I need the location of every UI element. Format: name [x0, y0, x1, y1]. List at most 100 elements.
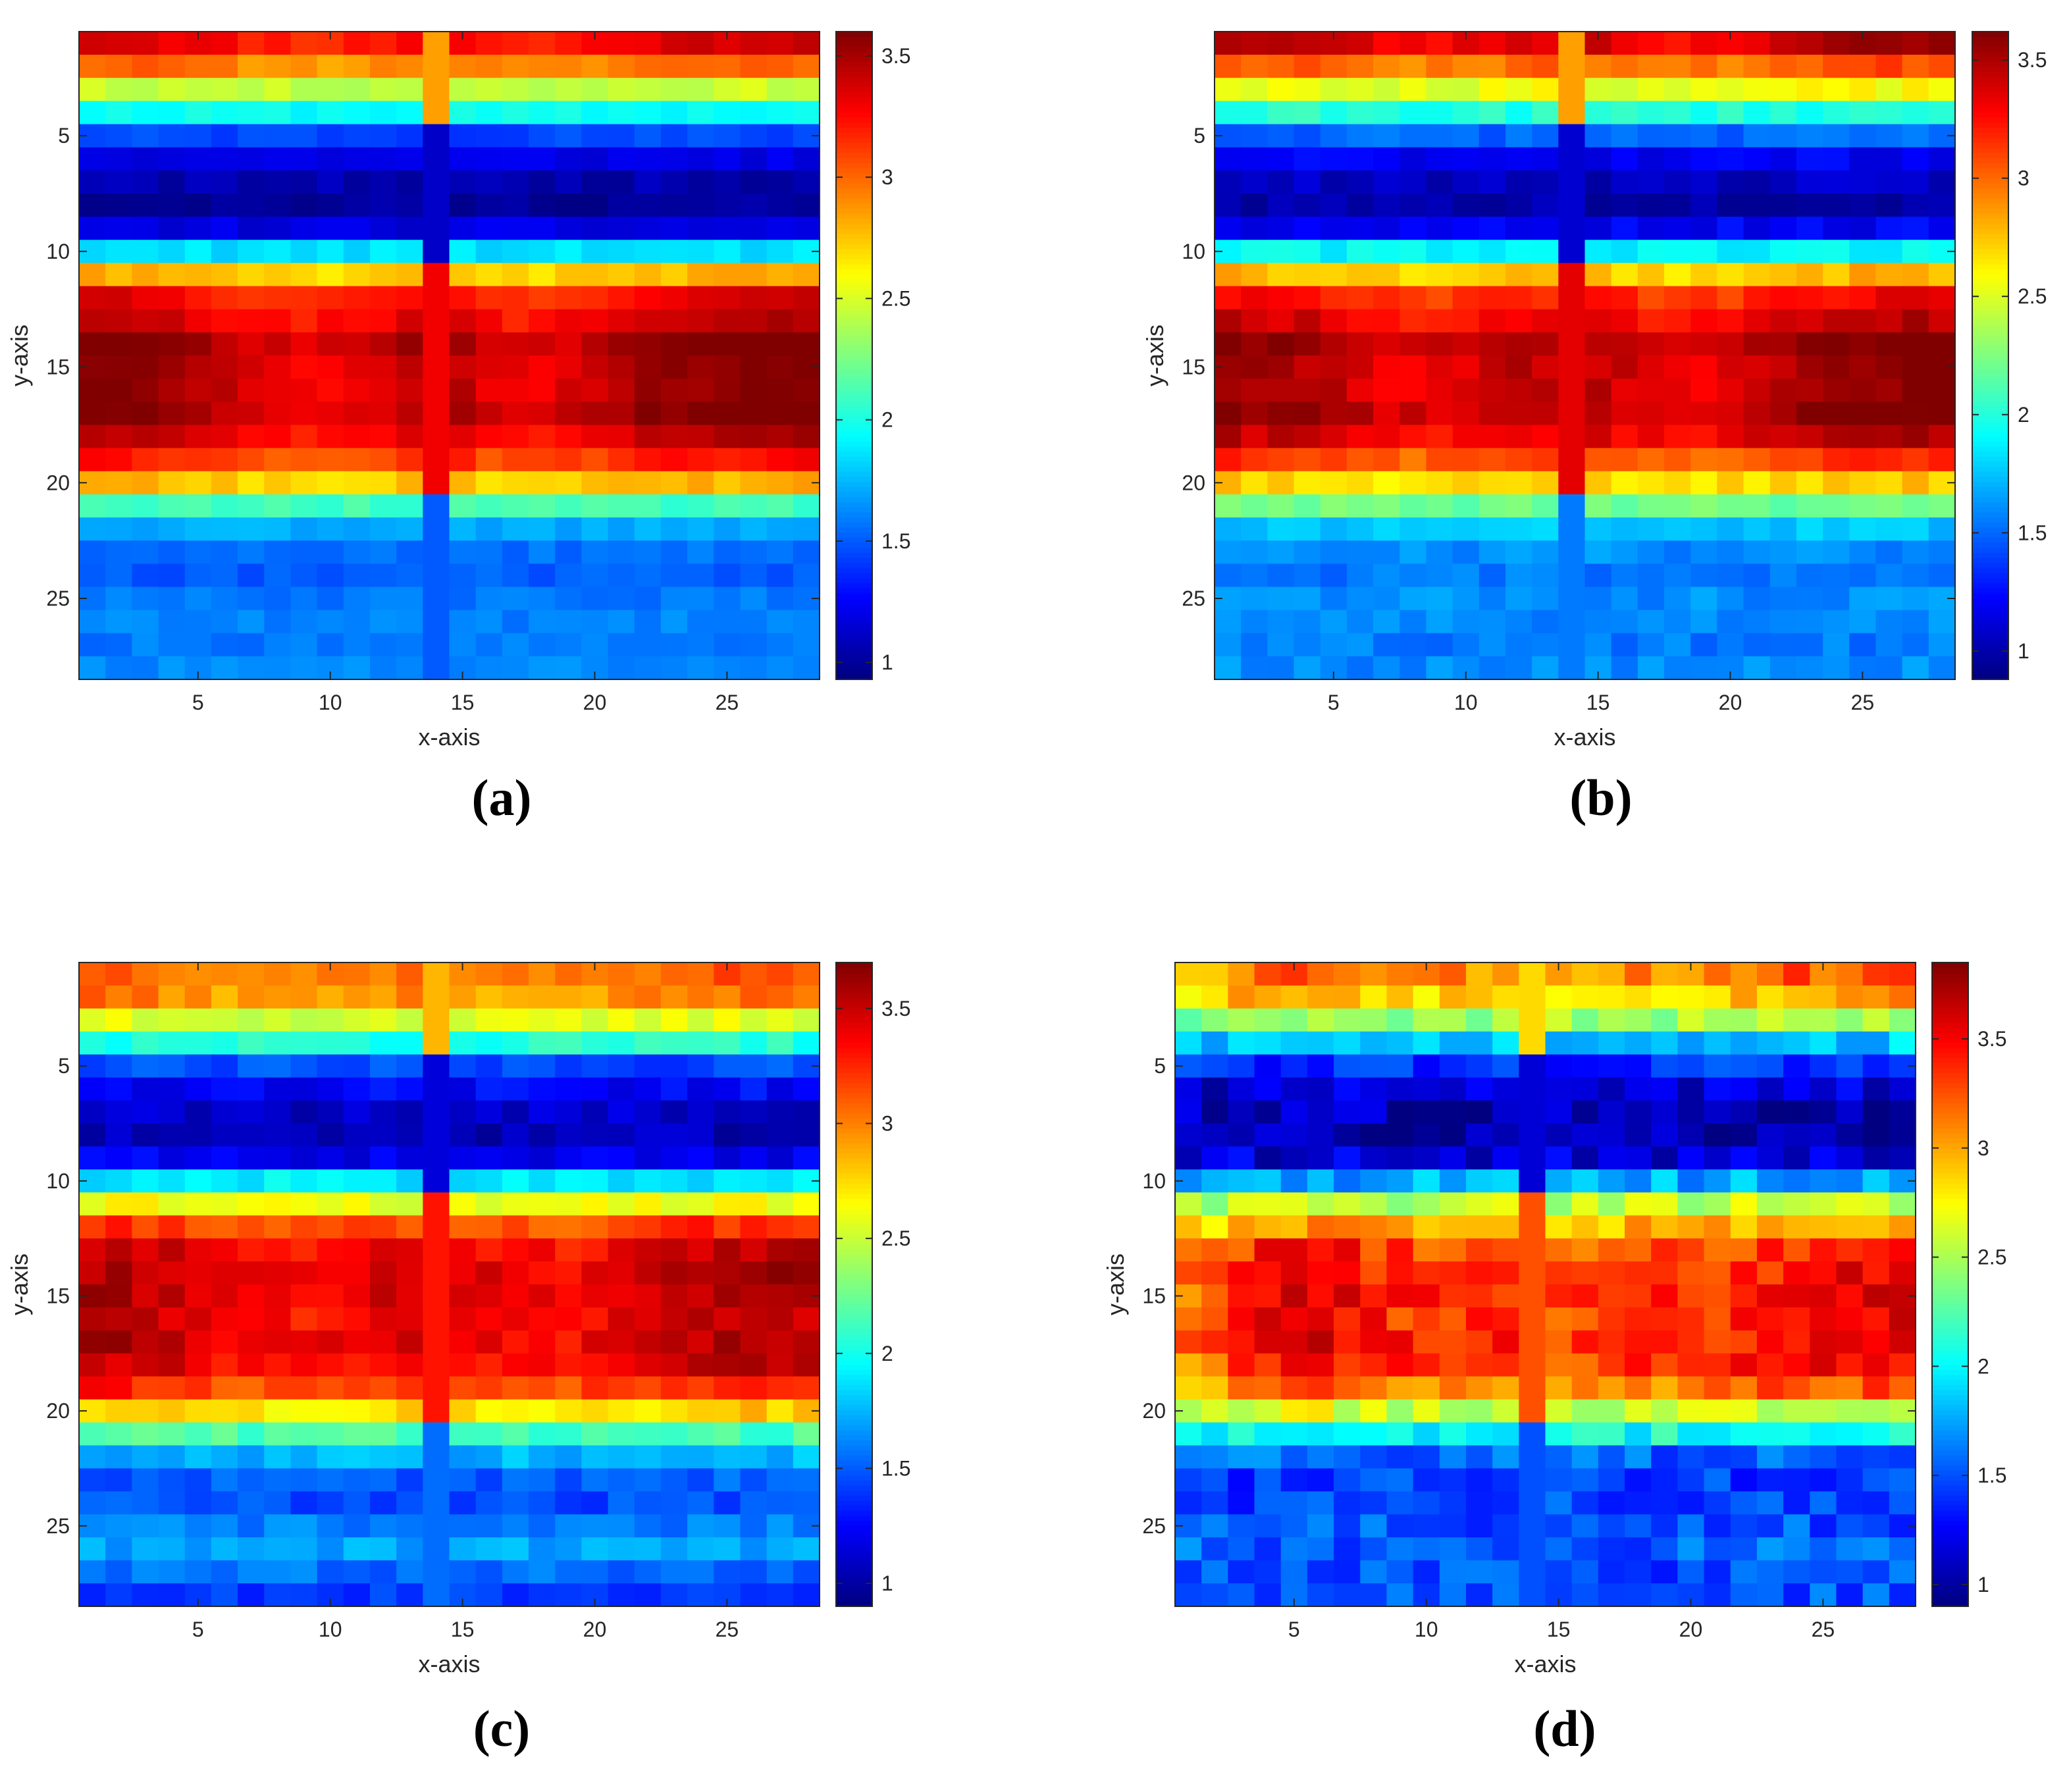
- heatmap-cell: [1783, 1031, 1810, 1055]
- heatmap-cell: [1823, 564, 1850, 588]
- heatmap-cell: [1810, 1215, 1837, 1239]
- heatmap-cell: [1611, 425, 1638, 449]
- x-tick-label: 15: [451, 1618, 475, 1641]
- heatmap-cell: [1439, 1445, 1467, 1469]
- heatmap-cell: [1875, 194, 1903, 217]
- heatmap-cell: [555, 1031, 582, 1055]
- heatmap-cell: [264, 124, 292, 148]
- heatmap-cell: [343, 1445, 371, 1469]
- heatmap-cell: [475, 656, 503, 680]
- heatmap-cell: [1373, 194, 1400, 217]
- heatmap-cell: [396, 1192, 423, 1216]
- heatmap-cell: [581, 494, 609, 518]
- heatmap-cell: [1360, 1445, 1388, 1469]
- heatmap-cell: [105, 985, 132, 1009]
- heatmap-cell: [1307, 1399, 1334, 1423]
- heatmap-cell: [1862, 1307, 1890, 1331]
- heatmap-cell: [1558, 240, 1586, 264]
- heatmap-cell: [1201, 1284, 1228, 1308]
- colorbar-segment: [836, 138, 872, 144]
- heatmap-cell: [1201, 1077, 1228, 1101]
- heatmap-cell: [1571, 1215, 1599, 1239]
- heatmap-cell: [238, 1330, 265, 1354]
- heatmap-cell: [475, 1261, 503, 1285]
- colorbar-segment: [1932, 1103, 1968, 1109]
- heatmap-cell: [502, 309, 529, 333]
- heatmap-cell: [184, 286, 212, 310]
- heatmap-cell: [1677, 1422, 1705, 1446]
- heatmap-cell: [264, 425, 292, 449]
- heatmap-cell: [264, 1583, 292, 1607]
- heatmap-cell: [1532, 494, 1559, 518]
- heatmap-cell: [1598, 1192, 1625, 1216]
- colorbar-segment: [836, 1228, 872, 1235]
- heatmap-cell: [343, 101, 371, 125]
- heatmap-cell: [1677, 1491, 1705, 1515]
- heatmap-cell: [1492, 1077, 1519, 1101]
- heatmap-cell: [211, 1146, 238, 1170]
- heatmap-cell: [79, 1100, 106, 1124]
- heatmap-cell: [1756, 1445, 1784, 1469]
- colorbar-segment: [1932, 1395, 1968, 1401]
- colorbar-segment: [1972, 492, 2008, 498]
- colorbar-segment: [1932, 1591, 1968, 1597]
- heatmap-cell: [1637, 124, 1665, 148]
- heatmap-cell: [79, 1445, 106, 1469]
- heatmap-cell: [1769, 656, 1797, 680]
- heatmap-cell: [211, 1422, 238, 1446]
- colorbar-segment: [1932, 1289, 1968, 1295]
- colorbar-segment: [836, 1495, 872, 1502]
- heatmap-cell: [1360, 1376, 1388, 1400]
- heatmap-cell: [1307, 1491, 1334, 1515]
- heatmap-cell: [1928, 656, 1956, 680]
- colorbar-segment: [836, 614, 872, 619]
- heatmap-cell: [449, 1192, 477, 1216]
- heatmap-cell: [1796, 564, 1823, 588]
- heatmap-cell: [1215, 147, 1242, 171]
- heatmap-cell: [740, 1399, 768, 1423]
- heatmap-cell: [634, 1399, 662, 1423]
- heatmap-cell: [581, 471, 609, 495]
- heatmap-cell: [238, 448, 265, 472]
- heatmap-cell: [105, 1146, 132, 1170]
- heatmap-cell: [105, 1238, 132, 1262]
- heatmap-cell: [1280, 1146, 1308, 1170]
- heatmap-cell: [529, 1123, 556, 1147]
- heatmap-cell: [1426, 101, 1453, 125]
- colorbar-segment: [1932, 1244, 1968, 1250]
- heatmap-cell: [1690, 448, 1717, 472]
- heatmap-cell: [211, 540, 238, 564]
- heatmap-cell: [687, 471, 714, 495]
- heatmap-cell: [343, 78, 371, 102]
- heatmap-cell: [317, 1399, 344, 1423]
- colorbar-segment: [1972, 173, 2008, 179]
- heatmap-cell: [687, 1123, 714, 1147]
- colorbar-segment: [1972, 356, 2008, 361]
- heatmap-cell: [1558, 379, 1586, 402]
- heatmap-cell: [1373, 286, 1400, 310]
- heatmap-cell: [1492, 1123, 1519, 1147]
- heatmap-cell: [184, 1560, 212, 1584]
- y-axis-label: y-axis: [1141, 325, 1168, 386]
- heatmap-cell: [1796, 101, 1823, 125]
- colorbar-segment: [836, 234, 872, 240]
- heatmap-cell: [1651, 1422, 1678, 1446]
- heatmap-cell: [1769, 309, 1797, 333]
- x-axis-label: x-axis: [418, 1650, 480, 1677]
- colorbar-segment: [836, 1289, 872, 1295]
- colorbar-segment: [836, 224, 872, 230]
- heatmap-cell: [449, 1261, 477, 1285]
- heatmap-cell: [1334, 1146, 1361, 1170]
- heatmap-cell: [264, 78, 292, 102]
- heatmap-cell: [211, 564, 238, 588]
- heatmap-cell: [1505, 55, 1532, 78]
- heatmap-cell: [132, 962, 159, 986]
- heatmap-cell: [687, 1468, 714, 1492]
- heatmap-cell: [1505, 633, 1532, 657]
- colorbar-segment: [836, 1093, 872, 1099]
- heatmap-cell: [1228, 1353, 1255, 1377]
- heatmap-cell: [1704, 1376, 1731, 1400]
- heatmap-cell: [343, 1146, 371, 1170]
- heatmap-cell: [1320, 471, 1347, 495]
- heatmap-cell: [475, 1077, 503, 1101]
